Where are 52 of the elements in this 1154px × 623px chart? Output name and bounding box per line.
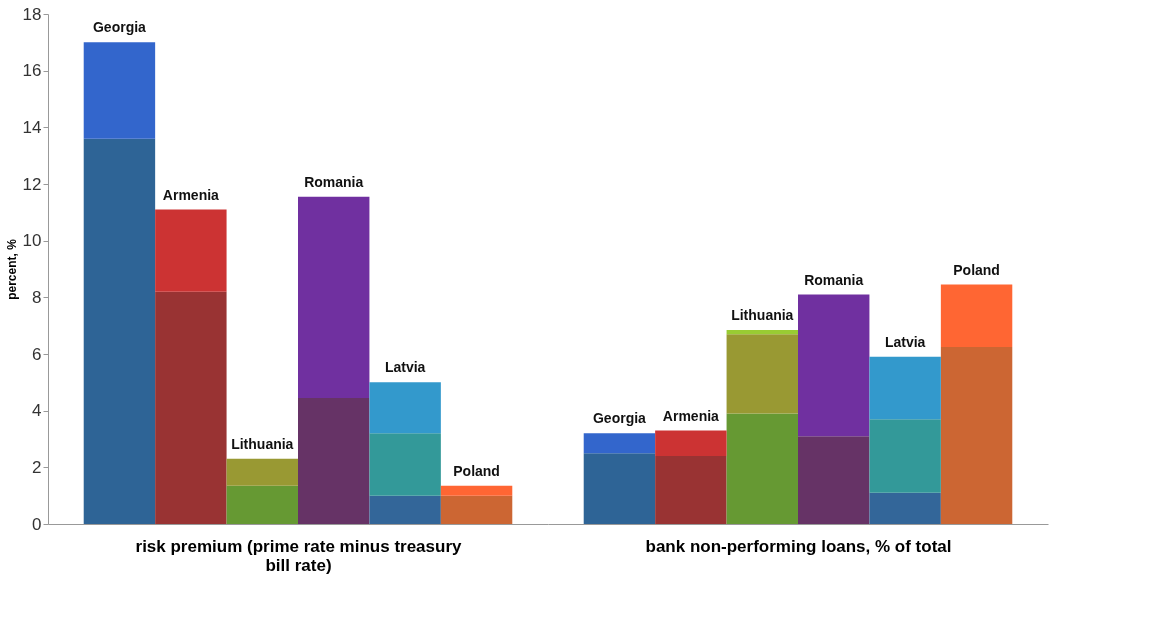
- y-tick-label: 8: [32, 287, 42, 307]
- x-tick-label: Armenia: [662, 407, 720, 424]
- y-tick-label: 10: [22, 231, 42, 251]
- bar: [440, 485, 513, 496]
- bar: [298, 196, 370, 398]
- x-axis-title: bank non-performing loans, % of total: [645, 536, 952, 556]
- bar: [869, 419, 941, 493]
- x-tick-label: Romania: [304, 173, 364, 190]
- bar: [369, 433, 441, 496]
- y-tick-label: 18: [22, 4, 42, 24]
- bar: [369, 495, 441, 524]
- x-tick-label: Georgia: [92, 19, 147, 36]
- bar: [726, 329, 798, 335]
- y-tick-label: 12: [22, 174, 42, 194]
- bar: [298, 397, 370, 524]
- bar: [726, 413, 798, 524]
- bar: [798, 294, 870, 437]
- bar: [726, 334, 798, 414]
- bar: [655, 456, 727, 524]
- bar: [869, 492, 941, 524]
- x-tick-label: Armenia: [162, 186, 220, 203]
- bar: [83, 42, 156, 139]
- x-tick-label: Romania: [804, 271, 864, 288]
- y-tick-label: 2: [32, 457, 42, 477]
- x-tick-label: Poland: [453, 462, 500, 479]
- x-tick-label: Lithuania: [731, 306, 794, 323]
- x-tick-label: Georgia: [592, 410, 647, 427]
- y-tick-label: 0: [32, 514, 42, 534]
- x-tick-label: Latvia: [884, 333, 926, 350]
- bar: [369, 382, 441, 434]
- bar: [226, 458, 298, 486]
- y-tick-label: 14: [22, 117, 42, 137]
- bar: [798, 436, 870, 524]
- bar: [226, 485, 298, 524]
- bar: [940, 284, 1013, 347]
- x-axis-title: risk premium (prime rate minus treasury bill rate): [135, 536, 463, 575]
- bar: [869, 356, 941, 420]
- bar: [440, 495, 513, 524]
- y-tick-label: 6: [32, 344, 42, 364]
- bar: [940, 346, 1013, 524]
- y-axis-title: percent, %: [4, 238, 19, 300]
- bar: [155, 291, 227, 524]
- bar: [155, 209, 227, 292]
- x-tick-label: Lithuania: [231, 435, 294, 452]
- y-tick-label: 4: [32, 401, 42, 421]
- bar: [83, 138, 156, 524]
- x-tick-label: Latvia: [384, 359, 426, 376]
- bar: [583, 453, 656, 524]
- bar: [655, 430, 727, 456]
- y-tick-label: 16: [22, 61, 42, 81]
- bar: [583, 433, 656, 454]
- x-tick-label: Poland: [953, 261, 1000, 278]
